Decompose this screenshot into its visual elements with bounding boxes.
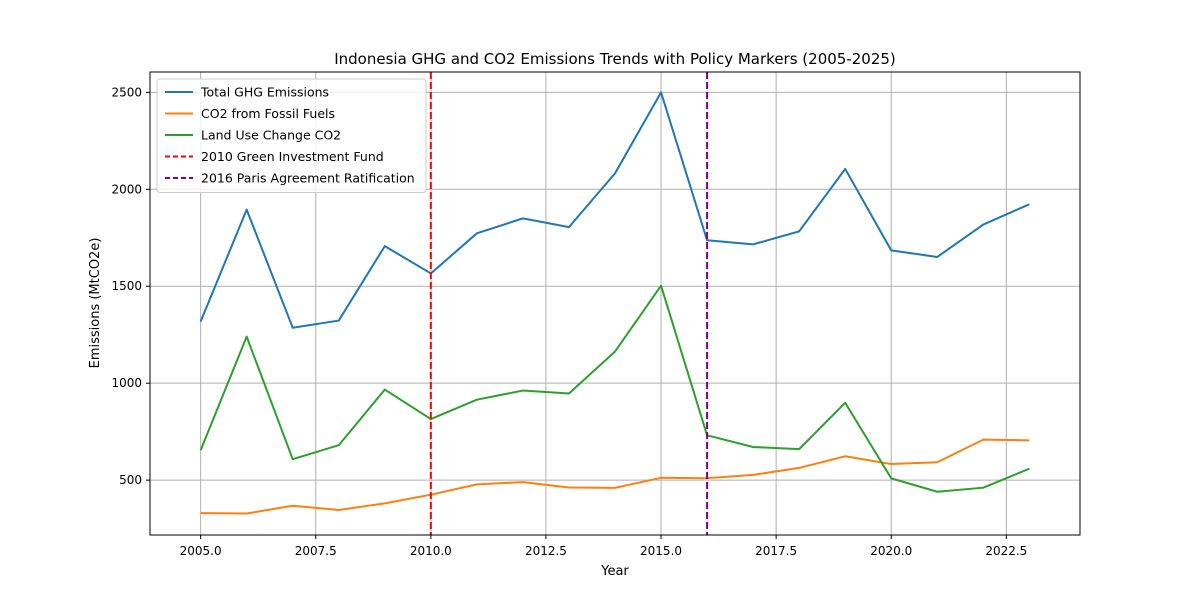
x-tick-label: 2012.5 [525,544,567,558]
legend-entry-label: 2010 Green Investment Fund [201,149,384,164]
y-tick-label: 500 [119,473,142,487]
x-tick-label: 2020.0 [870,544,912,558]
x-axis-ticks: 2005.0 2007.5 2010.0 2012.5 2015.0 2017.5 2020… [180,535,1027,558]
series-layer [199,91,1030,515]
legend-entry-label: 2016 Paris Agreement Ratification [201,171,415,186]
legend-entry-label: Land Use Change CO2 [201,128,341,143]
legend-box [156,78,427,193]
series-line [199,284,1030,493]
y-tick-label: 2000 [111,182,142,196]
legend: Total GHG Emissions CO2 from Fossil Fuels… [156,78,427,193]
y-tick-label: 1000 [111,376,142,390]
x-tick-label: 2005.0 [180,544,222,558]
series-line [200,438,1030,515]
x-tick-label: 2007.5 [295,544,337,558]
series-line [199,91,1030,329]
y-tick-label: 2500 [111,85,142,99]
y-axis-ticks: 500 1000 1500 2000 2500 [111,85,150,487]
chart-title: Indonesia GHG and CO2 Emissions Trends w… [334,50,896,68]
x-tick-label: 2022.5 [985,544,1027,558]
legend-entry-label: Total GHG Emissions [200,85,329,100]
x-tick-label: 2015.0 [640,544,682,558]
policy-markers [429,72,709,535]
plot-area-frame [149,71,1081,536]
y-axis-label: Emissions (MtCO2e) [88,238,103,369]
y-tick-label: 1500 [111,279,142,293]
x-tick-label: 2010.0 [410,544,452,558]
x-axis-label: Year [600,564,629,579]
x-tick-label: 2017.5 [755,544,797,558]
legend-entry-label: CO2 from Fossil Fuels [201,106,335,121]
